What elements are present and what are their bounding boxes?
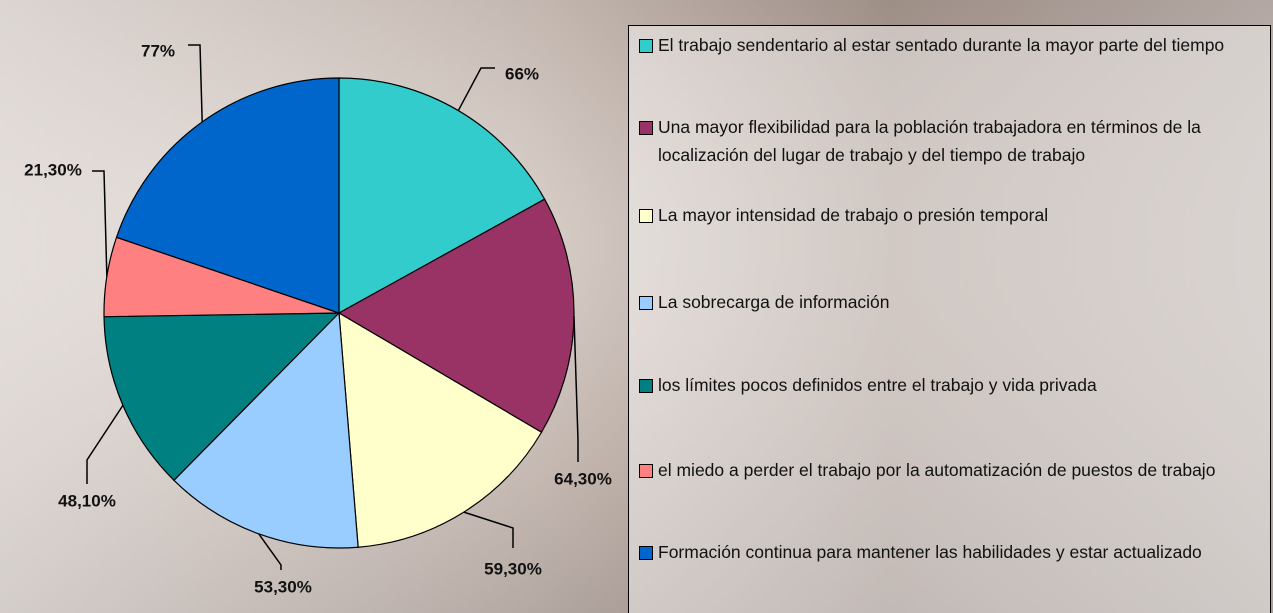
leader-line	[463, 511, 514, 548]
leader-line	[92, 170, 108, 277]
legend-label: Una mayor flexibilidad para la población…	[658, 117, 1201, 165]
data-label: 66%	[505, 64, 539, 83]
legend-swatch	[639, 121, 653, 135]
legend-item: La mayor intensidad de trabajo o presión…	[639, 201, 1273, 229]
legend-label: La mayor intensidad de trabajo o presión…	[658, 205, 1049, 225]
data-label: 59,30%	[484, 559, 542, 578]
pie-slice	[337, 198, 575, 434]
pie-area: 66% 64,30% 59,30% 53,30% 48,10% 21,30% 77%	[24, 41, 612, 596]
pie-slice	[115, 77, 340, 314]
pie-slice	[338, 77, 546, 315]
leader-line	[573, 316, 579, 462]
legend-swatch	[639, 39, 653, 53]
leader-line	[457, 67, 495, 111]
data-label: 64,30%	[554, 469, 612, 488]
leader-line	[86, 404, 124, 484]
legend-swatch	[639, 464, 653, 478]
legend-swatch	[639, 209, 653, 223]
legend-swatch	[639, 546, 653, 560]
legend-label: El trabajo sendentario al estar sentado …	[658, 35, 1225, 55]
legend-label: el miedo a perder el trabajo por la auto…	[658, 460, 1216, 480]
legend-item: Una mayor flexibilidad para la población…	[639, 113, 1273, 169]
leader-line	[188, 44, 203, 122]
legend-item: Formación continua para mantener las hab…	[639, 538, 1273, 566]
legend-swatch	[639, 379, 653, 393]
data-label: 21,30%	[24, 160, 82, 179]
legend-item: el miedo a perder el trabajo por la auto…	[639, 456, 1273, 484]
legend-swatch	[639, 296, 653, 310]
legend-item: La sobrecarga de información	[639, 288, 1273, 316]
legend-label: los límites pocos definidos entre el tra…	[658, 375, 1097, 395]
pie-slice	[103, 312, 341, 482]
legend: El trabajo sendentario al estar sentado …	[628, 25, 1271, 613]
data-label: 53,30%	[254, 577, 312, 596]
data-label: 48,10%	[58, 491, 116, 510]
data-label: 77%	[141, 41, 175, 60]
legend-label: La sobrecarga de información	[658, 292, 890, 312]
legend-item: El trabajo sendentario al estar sentado …	[639, 31, 1273, 59]
legend-item: los límites pocos definidos entre el tra…	[639, 371, 1273, 399]
leader-line	[258, 533, 282, 570]
legend-label: Formación continua para mantener las hab…	[658, 542, 1202, 562]
